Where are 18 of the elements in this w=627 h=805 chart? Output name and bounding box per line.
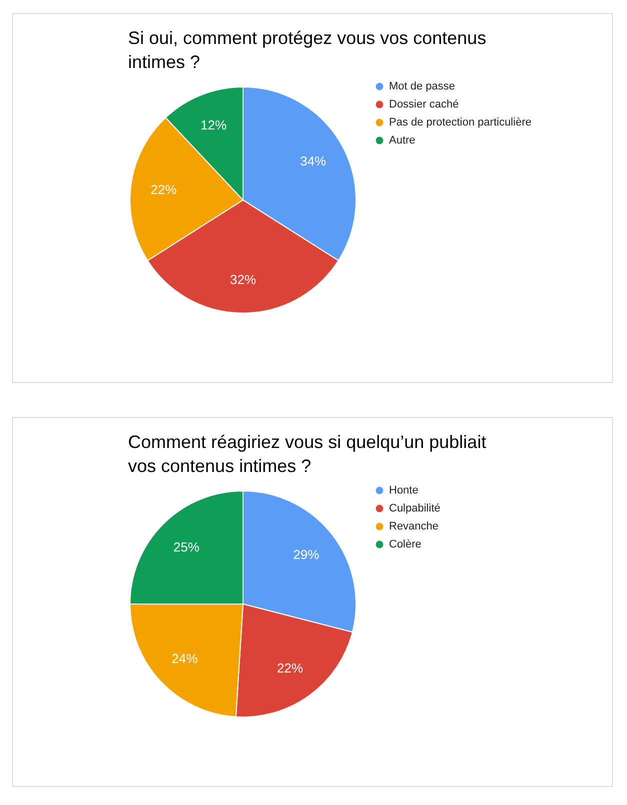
legend-label: Honte (389, 484, 418, 496)
legend-label: Mot de passe (389, 80, 456, 92)
data-label: 24% (172, 650, 198, 666)
data-label: 32% (230, 272, 256, 287)
data-label: 12% (200, 118, 227, 133)
data-label: 22% (150, 182, 178, 197)
legend-label: Autre (389, 134, 416, 146)
chart-title: Si oui, comment protégez vous vos contenus intimes ? (128, 28, 486, 72)
legend-label: Revanche (389, 520, 439, 532)
data-label: 29% (293, 546, 320, 562)
legend-label: Pas de protection particulière (389, 116, 532, 128)
data-label: 34% (300, 153, 327, 168)
data-label: 25% (173, 539, 200, 554)
data-label: 22% (277, 660, 304, 676)
chart-title: Comment réagiriez vous si quelqu’un publiait vos contenus intimes ? (128, 432, 486, 476)
legend-label: Colère (389, 538, 422, 550)
legend-label: Dossier caché (389, 98, 459, 110)
legend-label: Culpabilité (389, 502, 440, 514)
